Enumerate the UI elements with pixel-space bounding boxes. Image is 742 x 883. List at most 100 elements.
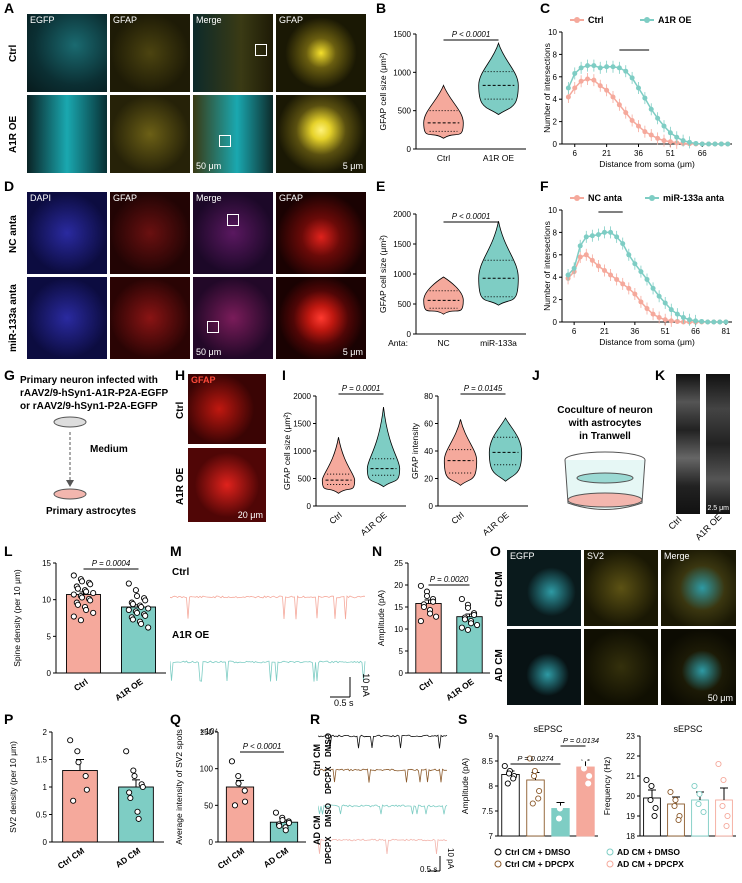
data-point xyxy=(572,70,578,76)
p-value: P = 0.0004 xyxy=(92,559,131,568)
data-point xyxy=(725,141,731,147)
y-axis-label: GFAP intensity xyxy=(410,422,420,479)
data-point xyxy=(583,234,589,240)
r-trace-ctrl-dmso xyxy=(318,734,448,749)
data-point xyxy=(75,759,82,766)
data-point xyxy=(70,591,77,598)
data-point xyxy=(536,787,543,795)
data-point xyxy=(417,618,424,625)
y-tick-label: 0 xyxy=(553,318,558,327)
x-tick-label: A1R OE xyxy=(480,510,511,538)
x-tick-label: 66 xyxy=(698,149,707,158)
chart-s2: 18 19 20 21 22 23 Frequency (Hz) sEPSC AD CM + D… xyxy=(602,724,736,869)
m-trace-oe xyxy=(170,660,366,682)
chart-p: 0 0.5 1 1.5 2 SV2 density (per 10 μm) Ctrl CM A… xyxy=(8,728,164,871)
chart-s1: 7 7.5 8 8.5 9 Amplitude (pA) sEPSC P = 0.0274 P … xyxy=(460,724,599,869)
x-tick-label: Ctrl xyxy=(327,510,344,526)
y-tick-label: 20 xyxy=(424,475,433,484)
d-merge-nc-image: Merge xyxy=(193,192,273,274)
y-tick-label: 0 xyxy=(399,669,404,678)
data-point xyxy=(531,767,538,775)
data-point xyxy=(82,772,89,780)
y-tick-label: 8 xyxy=(489,782,494,791)
violin-0 xyxy=(423,84,464,139)
data-point xyxy=(668,318,674,324)
p-value: P < 0.0001 xyxy=(243,742,282,751)
m-scale-a: 10 pA xyxy=(360,673,371,697)
data-point xyxy=(458,624,465,631)
legend-marker xyxy=(606,860,614,868)
data-point xyxy=(571,265,577,271)
data-point xyxy=(651,812,658,820)
data-point xyxy=(474,621,481,629)
y-tick-label: 80 xyxy=(424,392,433,401)
o-row-ctrl: Ctrl CM xyxy=(494,571,505,607)
data-point xyxy=(662,317,668,323)
data-point xyxy=(661,138,667,144)
data-point xyxy=(430,598,437,605)
m-label-oe: A1R OE xyxy=(172,630,210,641)
y-tick-label: 6 xyxy=(553,251,558,260)
k-label-ctrl: Ctrl xyxy=(666,514,684,532)
panel-label-r: R xyxy=(310,711,321,727)
r-label-2: DMSO xyxy=(324,803,333,827)
r-label-3: DPCPX xyxy=(324,836,333,864)
o-egfp-ctrl-image: EGFP xyxy=(507,550,581,626)
a-gfap-ctrl-image: GFAP xyxy=(110,14,190,92)
legend-label: Ctrl xyxy=(588,15,604,25)
legend-marker xyxy=(494,848,502,856)
data-point xyxy=(510,775,517,782)
panel-label-p: P xyxy=(4,711,14,727)
data-point xyxy=(90,609,97,616)
data-point xyxy=(642,129,648,135)
data-point xyxy=(581,755,588,762)
g-description: Primary neuron infected with rAAV2/9-hSyn… xyxy=(20,375,169,412)
x-tick-label: 21 xyxy=(602,149,611,158)
y-axis-label: Amplitude (pA) xyxy=(376,590,386,646)
data-point xyxy=(241,798,249,805)
data-point xyxy=(74,585,81,592)
k-oe-image: 2.5 μm xyxy=(706,374,730,514)
h-ctrl-image: GFAP xyxy=(188,374,266,444)
data-point xyxy=(135,815,142,822)
trace-path xyxy=(318,804,448,815)
data-point xyxy=(610,64,616,70)
a-gfap-ctrl-zoom-image: GFAP xyxy=(276,14,366,92)
p-value: P < 0.0001 xyxy=(452,30,491,39)
data-point xyxy=(74,748,81,755)
data-point xyxy=(577,243,583,249)
data-point xyxy=(638,269,644,275)
y-tick-label: 40 xyxy=(424,447,433,456)
data-point xyxy=(644,306,650,312)
legend-label: NC anta xyxy=(588,193,623,203)
violin-0 xyxy=(423,276,464,315)
a-merge-ctrl-image: Merge xyxy=(193,14,273,92)
y-tick-label: 500 xyxy=(398,107,412,116)
y-tick-label: 10 xyxy=(548,206,557,215)
data-point xyxy=(648,106,654,112)
y-tick-label: 0.5 xyxy=(36,811,48,820)
y-tick-label: 15 xyxy=(42,559,51,568)
data-point xyxy=(652,804,659,812)
panel-label-g: G xyxy=(4,367,15,383)
data-point xyxy=(636,85,641,91)
r-trace-ad-dmso xyxy=(318,804,448,815)
panel-label-h: H xyxy=(175,367,186,383)
data-point xyxy=(67,737,74,744)
y-tick-label: 0 xyxy=(407,145,412,154)
legend-marker xyxy=(606,848,614,856)
data-point xyxy=(680,315,686,321)
d-gfap-mir-zoom-image: 5 μm xyxy=(276,277,366,359)
legend-marker xyxy=(494,860,502,868)
y-axis-label: GFAP cell size (μm²) xyxy=(378,235,388,313)
y-tick-label: 10 xyxy=(394,625,403,634)
trace-path xyxy=(318,734,448,749)
data-point xyxy=(608,272,614,278)
data-point xyxy=(674,311,680,317)
data-point xyxy=(693,318,699,324)
y-tick-label: 2000 xyxy=(293,392,311,401)
violin-1 xyxy=(366,406,401,488)
y-tick-label: 0 xyxy=(407,330,412,339)
data-point xyxy=(501,762,508,770)
data-point xyxy=(595,263,601,269)
